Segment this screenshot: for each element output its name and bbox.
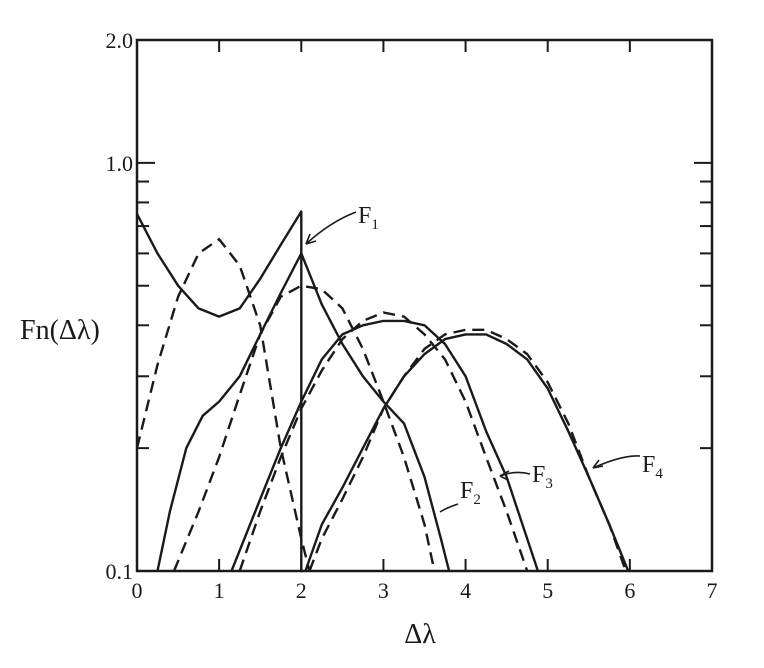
x-tick-label: 5 [542, 578, 553, 603]
annotation-f2: F2 [439, 478, 481, 513]
plot-border [135, 38, 714, 573]
series-line-5-solid [230, 319, 540, 572]
y-tick-label: 1.0 [106, 151, 134, 176]
x-tick-label: 3 [378, 578, 389, 603]
annotation-f1: F1 [305, 203, 379, 245]
x-tick-label: 0 [132, 578, 143, 603]
series-line-4-dashed [172, 284, 436, 572]
annotation-f3: F3 [499, 462, 553, 492]
y-tick-label: 2.0 [106, 28, 134, 53]
annotation-f2-arrow [439, 503, 459, 513]
series-line-1-solid [135, 210, 303, 573]
x-tick-label: 6 [624, 578, 635, 603]
series-layer [135, 210, 630, 573]
y-axis-label: Fn(Δλ) [20, 315, 100, 346]
x-tick-label: 4 [460, 578, 471, 603]
annotation-f1-label: F1 [358, 203, 379, 233]
series-line-3-solid [156, 252, 451, 572]
annotation-f4: F4 [592, 452, 663, 482]
series-line-8-dashed [308, 328, 627, 572]
plot-frame [135, 38, 714, 573]
ticks [137, 40, 712, 571]
tick-labels: 0 1 2 3 4 5 6 7 0.1 1.0 2.0 [106, 28, 718, 603]
x-tick-label: 1 [214, 578, 225, 603]
x-axis-label: Δλ [404, 619, 436, 650]
x-tick-label: 2 [296, 578, 307, 603]
annotation-f4-arrow [592, 455, 641, 469]
annotation-f3-label: F3 [532, 462, 553, 492]
series-line-7-solid [304, 333, 630, 572]
annotation-f4-label: F4 [642, 452, 663, 482]
series-line-2-dashed [135, 237, 311, 572]
x-tick-label: 7 [707, 578, 718, 603]
series-line-6-dashed [238, 311, 529, 572]
annotation-f3-arrowhead [499, 470, 510, 481]
annotation-f2-label: F2 [460, 478, 481, 508]
annotation-f4-arrowhead [592, 459, 604, 469]
annotation-f1-arrow [305, 211, 357, 245]
annotation-f1-arrowhead [305, 233, 317, 245]
y-tick-label: 0.1 [106, 559, 134, 584]
